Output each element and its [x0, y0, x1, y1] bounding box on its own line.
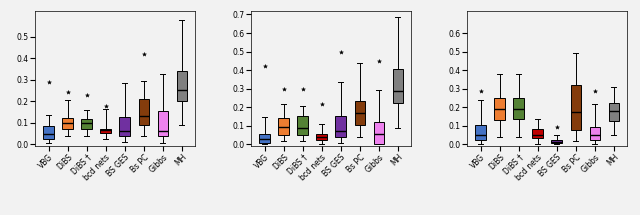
PathPatch shape — [44, 126, 54, 139]
PathPatch shape — [392, 69, 403, 103]
PathPatch shape — [62, 118, 73, 129]
PathPatch shape — [374, 122, 384, 144]
PathPatch shape — [259, 134, 270, 143]
PathPatch shape — [335, 116, 346, 137]
PathPatch shape — [532, 129, 543, 138]
PathPatch shape — [120, 117, 130, 136]
PathPatch shape — [589, 127, 600, 140]
PathPatch shape — [177, 71, 187, 101]
PathPatch shape — [138, 99, 149, 125]
PathPatch shape — [157, 111, 168, 136]
PathPatch shape — [298, 116, 308, 135]
PathPatch shape — [81, 119, 92, 129]
PathPatch shape — [570, 85, 581, 130]
PathPatch shape — [609, 103, 619, 121]
PathPatch shape — [316, 134, 327, 140]
PathPatch shape — [355, 101, 365, 125]
PathPatch shape — [494, 98, 505, 120]
PathPatch shape — [513, 98, 524, 119]
PathPatch shape — [100, 129, 111, 133]
PathPatch shape — [476, 125, 486, 140]
PathPatch shape — [278, 118, 289, 135]
PathPatch shape — [552, 140, 562, 143]
